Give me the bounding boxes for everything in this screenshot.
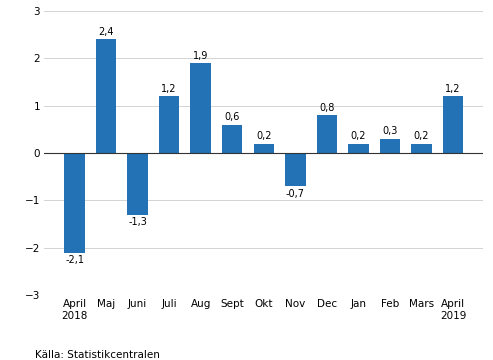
Bar xyxy=(64,153,85,253)
Bar xyxy=(380,139,400,153)
Text: 0,6: 0,6 xyxy=(224,112,240,122)
Bar xyxy=(317,115,337,153)
Text: 0,2: 0,2 xyxy=(414,131,429,141)
Text: -1,3: -1,3 xyxy=(128,217,147,227)
Text: 0,8: 0,8 xyxy=(319,103,335,113)
Bar xyxy=(285,153,306,186)
Text: 0,3: 0,3 xyxy=(382,126,397,136)
Bar xyxy=(96,39,116,153)
Bar xyxy=(443,96,463,153)
Text: 1,2: 1,2 xyxy=(445,84,460,94)
Bar xyxy=(348,144,369,153)
Text: 0,2: 0,2 xyxy=(351,131,366,141)
Bar xyxy=(159,96,179,153)
Text: 1,2: 1,2 xyxy=(161,84,177,94)
Bar xyxy=(127,153,148,215)
Bar xyxy=(222,125,243,153)
Text: 0,2: 0,2 xyxy=(256,131,272,141)
Text: -2,1: -2,1 xyxy=(65,255,84,265)
Text: 1,9: 1,9 xyxy=(193,50,209,60)
Text: Källa: Statistikcentralen: Källa: Statistikcentralen xyxy=(35,350,159,360)
Bar xyxy=(190,63,211,153)
Text: -0,7: -0,7 xyxy=(286,189,305,199)
Bar xyxy=(253,144,274,153)
Text: 2,4: 2,4 xyxy=(98,27,114,37)
Bar xyxy=(411,144,432,153)
